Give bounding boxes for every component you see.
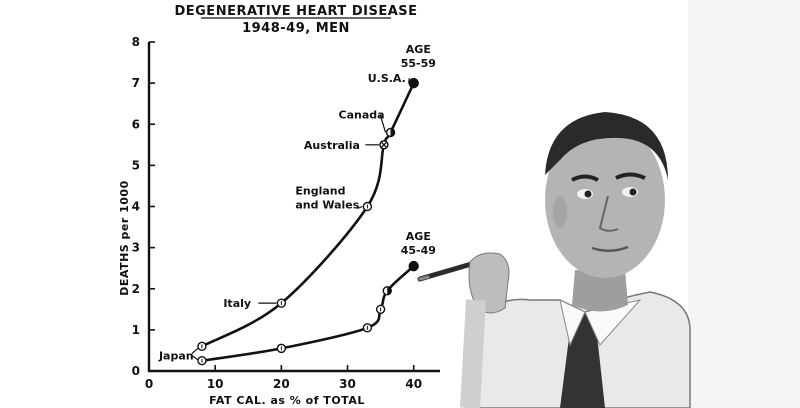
point-label: Australia xyxy=(304,139,360,152)
left-pupil xyxy=(584,190,592,198)
y-tick-label: 3 xyxy=(132,241,140,255)
nose xyxy=(598,195,619,232)
x-tick-label: 20 xyxy=(273,377,290,391)
series-name-label: 55-59 xyxy=(401,57,436,70)
data-point-half-fill xyxy=(390,128,395,137)
y-axis-label: DEATHS per 1000 xyxy=(118,180,131,295)
hand xyxy=(468,252,510,314)
y-tick-label: 8 xyxy=(132,35,140,49)
forearm-sleeve xyxy=(460,299,486,408)
mouth xyxy=(591,245,629,252)
presenter-photo xyxy=(417,112,691,408)
data-markers xyxy=(197,77,419,366)
point-label: U.S.A. xyxy=(368,72,406,85)
point-label-japan: Japan xyxy=(158,350,194,363)
point-label: England xyxy=(295,185,345,198)
right-margin-panel xyxy=(688,0,800,408)
pencil-tip xyxy=(418,275,430,281)
y-tick-label: 5 xyxy=(132,158,140,172)
point-label: and Wales xyxy=(295,199,359,212)
data-point-filled xyxy=(408,77,419,89)
label-leader xyxy=(191,347,199,354)
right-eyebrow xyxy=(615,172,646,180)
y-tick-label: 0 xyxy=(132,364,140,378)
label-leader xyxy=(357,205,363,210)
left-eyebrow xyxy=(571,174,599,182)
series-name-label: 45-49 xyxy=(401,244,436,257)
head xyxy=(545,122,665,278)
hair xyxy=(545,112,668,180)
x-tick-label: 30 xyxy=(339,377,356,391)
ear xyxy=(553,196,567,228)
y-tick-label: 4 xyxy=(132,200,140,214)
right-pupil xyxy=(629,188,637,196)
x-tick-label: 40 xyxy=(405,377,422,391)
chart-subtitle: 1948-49, MEN xyxy=(242,21,350,36)
y-tick-label: 1 xyxy=(132,323,140,337)
y-tick-label: 6 xyxy=(132,117,140,131)
series-name-label: AGE xyxy=(406,230,431,243)
data-point-cross-mark xyxy=(380,141,387,148)
y-tick-label: 7 xyxy=(132,76,140,90)
x-tick-label: 10 xyxy=(207,377,224,391)
x-axis-ticks: 0 10 20 30 40 xyxy=(145,365,422,391)
label-leader xyxy=(191,355,199,361)
x-axis-label: FAT CAL. as % of TOTAL xyxy=(209,394,365,407)
point-label: Italy xyxy=(223,297,251,310)
point-label: Canada xyxy=(339,108,385,121)
data-point-filled xyxy=(408,260,419,272)
collar-left xyxy=(559,299,586,347)
neck xyxy=(572,270,628,312)
y-axis-ticks: 0 1 2 3 4 5 6 7 8 xyxy=(132,35,155,378)
chart-title: DEGENERATIVE HEART DISEASE xyxy=(174,4,417,19)
x-tick-label: 0 xyxy=(145,377,153,391)
y-tick-label: 2 xyxy=(132,282,140,296)
data-point-half-fill xyxy=(387,286,392,295)
series-name-label: AGE xyxy=(406,43,431,56)
label-leader xyxy=(379,114,387,133)
annotation-leaders xyxy=(191,78,410,361)
